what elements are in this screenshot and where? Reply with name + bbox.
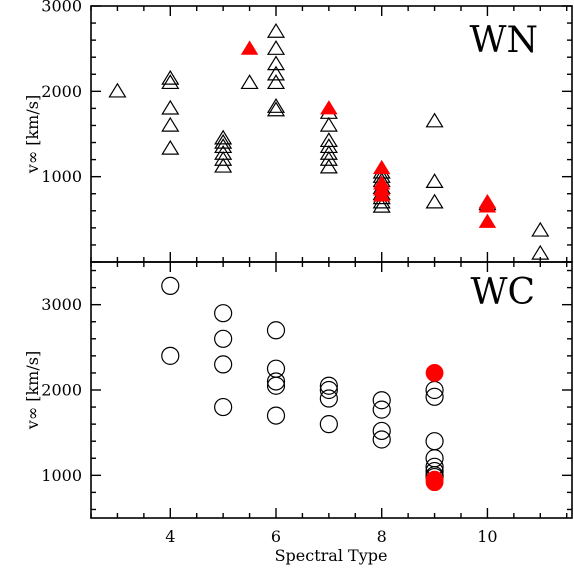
open-triangle-marker [266,98,286,113]
open-triangle-marker [214,150,233,166]
open-triangle-marker [425,173,444,189]
open-circle-marker [372,391,391,410]
wc-ticks: 1000 2000 3000 4 6 8 10 [41,262,572,546]
red-filled-triangle-marker [240,40,259,55]
open-triangle-marker [266,22,286,38]
wn-panel-label: WN [469,20,538,61]
wc-y-tick-label: 3000 [41,295,82,314]
wc-panel: WC v∞ [km/s] 1000 2000 3000 4 6 8 10 Spectral … [23,261,573,565]
wn-y-tick-label: 3000 [41,0,82,16]
x-tick-label: 4 [165,527,175,546]
open-triangle-marker [425,193,444,209]
x-tick-label: 8 [377,527,387,546]
open-circle-marker [372,421,391,441]
wc-y-tick-label: 2000 [41,381,82,400]
open-circle-marker [266,406,286,425]
open-triangle-marker [161,116,180,132]
open-triangle-marker [319,116,338,132]
open-triangle-marker [161,69,180,85]
open-triangle-marker [319,150,338,166]
open-circle-marker [425,387,444,406]
open-triangle-marker [214,133,233,149]
open-triangle-marker [425,112,444,128]
open-triangle-marker [214,157,233,173]
open-triangle-marker [214,129,233,145]
open-triangle-marker [161,139,180,155]
open-triangle-marker [266,65,286,81]
x-axis-label: Spectral Type [275,546,388,565]
wn-y-axis-label: v∞ [km/s] [23,95,42,174]
red-filled-triangle-marker [373,159,391,175]
open-circle-marker [161,346,180,365]
x-tick-label: 6 [271,527,281,546]
open-triangle-marker [266,74,286,90]
open-triangle-marker [266,40,286,55]
red-filled-triangle-marker [373,187,391,202]
wn-y-tick-label: 1000 [41,167,82,186]
wc-markers [161,276,444,492]
wc-panel-label: WC [470,272,535,313]
wn-panel: WN v∞ [km/s] 1000 2000 3000 [23,0,573,263]
open-triangle-marker [108,82,127,98]
red-filled-triangle-marker [320,100,338,115]
red-filled-triangle-marker [478,213,497,228]
open-triangle-marker [161,74,180,90]
wn-markers [108,22,550,260]
red-filled-triangle-marker [478,198,497,213]
open-circle-marker [425,432,444,451]
open-circle-marker [319,415,338,434]
open-triangle-marker [531,221,550,237]
open-circle-marker [266,321,286,340]
open-triangle-marker [240,74,259,90]
x-tick-label: 10 [477,527,497,546]
wn-ticks: 1000 2000 3000 [41,0,572,263]
wc-y-axis-label: v∞ [km/s] [23,351,42,430]
open-triangle-marker [266,101,286,117]
open-circle-marker [266,376,286,395]
open-circle-marker [319,376,338,395]
open-circle-marker [319,380,338,400]
open-circle-marker [372,400,391,419]
wc-y-tick-label: 1000 [41,466,82,485]
open-triangle-marker [266,55,286,71]
open-triangle-marker [319,158,338,174]
open-circle-marker [266,372,286,391]
red-filled-circle-marker [425,473,444,492]
open-triangle-marker [372,197,391,213]
open-circle-marker [161,276,180,295]
open-circle-marker [214,397,233,417]
open-circle-marker [214,329,233,348]
open-circle-marker [319,389,338,408]
red-filled-circle-marker [425,364,444,382]
wn-y-tick-label: 2000 [41,82,82,101]
open-circle-marker [372,430,391,449]
open-circle-marker [214,355,233,374]
open-circle-marker [214,304,233,323]
open-triangle-marker [161,99,180,115]
open-triangle-marker [531,244,550,260]
